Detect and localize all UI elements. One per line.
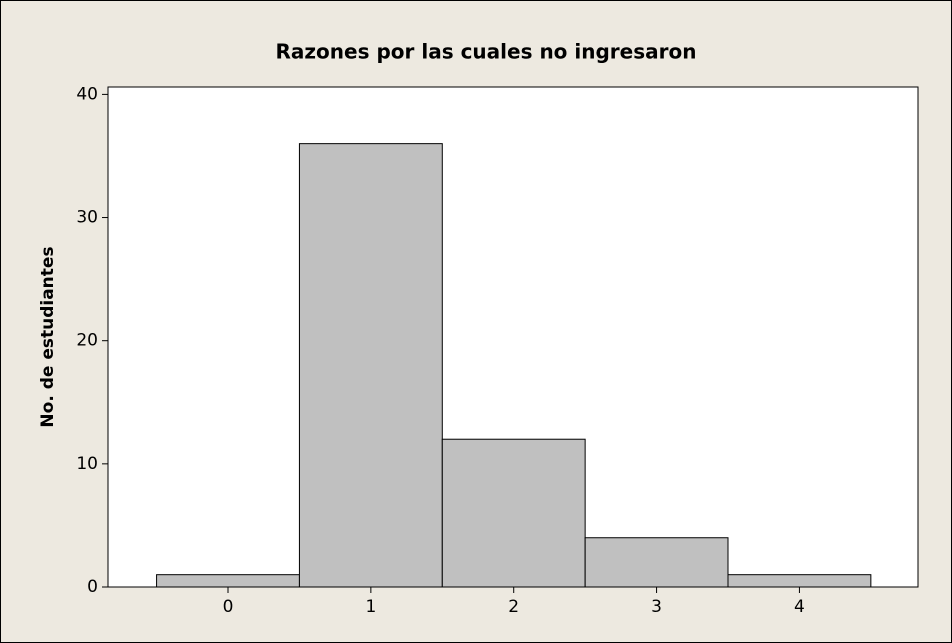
y-axis-label: No. de estudiantes (38, 246, 58, 427)
chart-title: Razones por las cuales no ingresaron (276, 40, 697, 64)
bar (584, 537, 729, 588)
y-tick-label: 40 (76, 84, 98, 104)
x-tick-label: 1 (365, 597, 376, 617)
bar (298, 143, 443, 588)
y-tick-label: 20 (76, 331, 98, 351)
x-tick-label: 4 (794, 597, 805, 617)
x-tick-label: 2 (508, 597, 519, 617)
y-tick-label: 0 (87, 577, 98, 597)
bar (441, 438, 586, 588)
y-tick-label: 10 (76, 454, 98, 474)
bar (727, 574, 872, 588)
bar (156, 574, 300, 588)
x-tick-label: 3 (651, 597, 662, 617)
y-tick-label: 30 (76, 208, 98, 228)
x-tick-label: 0 (223, 597, 234, 617)
